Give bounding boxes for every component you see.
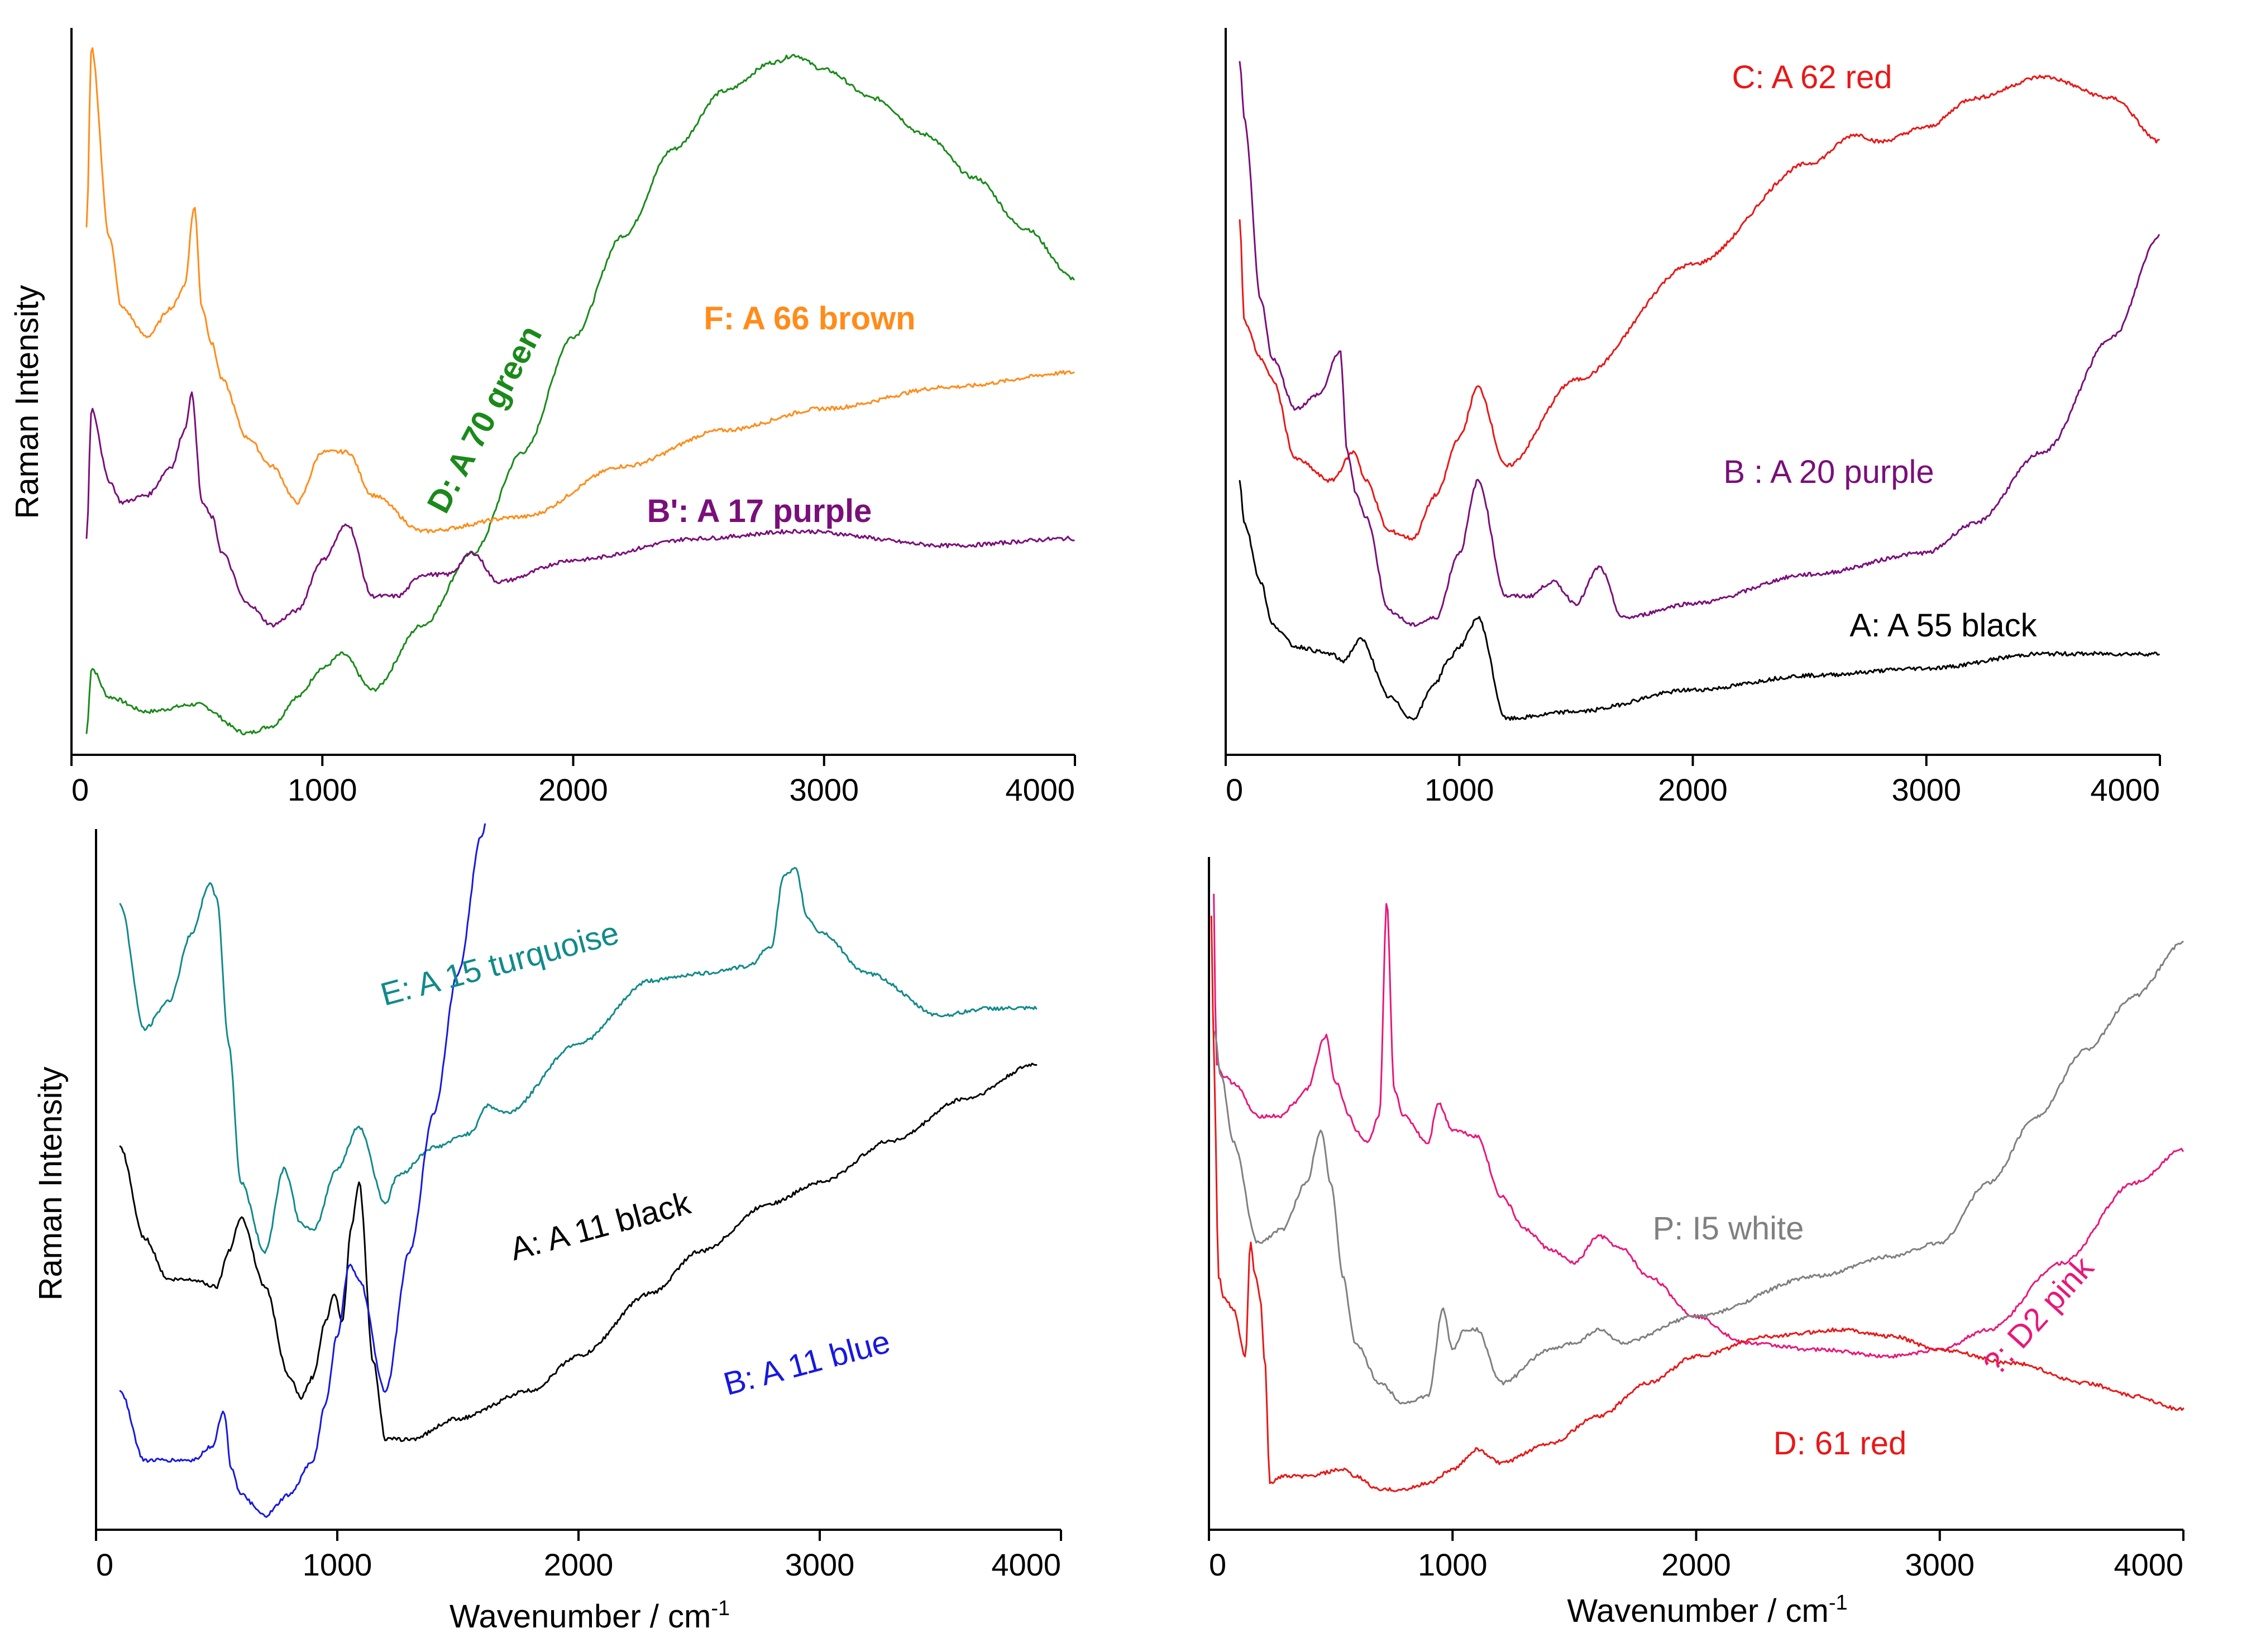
x-tick-label: 2000 bbox=[538, 772, 608, 807]
series-label: P: I5 white bbox=[1653, 1210, 1804, 1247]
series-line-e-a-15-turquoise bbox=[119, 866, 1038, 1254]
series-line-d2-pink bbox=[1213, 893, 2184, 1359]
series-line-c-a-62-red bbox=[1239, 74, 2160, 541]
series-label: B': A 17 purple bbox=[647, 493, 872, 529]
series-label: B: A 11 blue bbox=[720, 1323, 894, 1402]
series-line-a-a-55-black bbox=[1239, 480, 2160, 721]
x-tick-label: 4000 bbox=[991, 1547, 1061, 1582]
x-tick-label: 0 bbox=[1209, 1547, 1226, 1582]
x-tick-label: 1000 bbox=[1418, 1547, 1488, 1582]
x-axis-title: Wavenumber / cm-1 bbox=[1567, 1591, 1847, 1629]
series-label: A: A 55 black bbox=[1849, 607, 2037, 644]
series-label: D: 61 red bbox=[1773, 1425, 1907, 1462]
series-line-b-a-17-purple bbox=[85, 391, 1075, 628]
x-tick-label: 2000 bbox=[1658, 772, 1728, 807]
panel-top-left: 0 1000 2000 3000 4000 Raman Intensity D: A 70 … bbox=[9, 28, 1076, 807]
x-tick-label: 3000 bbox=[789, 772, 859, 807]
x-tick-label: 2000 bbox=[544, 1547, 614, 1582]
x-tick-label: 1000 bbox=[303, 1547, 372, 1582]
x-tick-label: 1000 bbox=[288, 772, 357, 807]
panel-bottom-left: 0 1000 2000 3000 4000 Raman Intensity Wavenumb… bbox=[32, 823, 1062, 1635]
series-label: B : A 20 purple bbox=[1723, 454, 1934, 490]
series-line-d-61-red bbox=[1210, 915, 2184, 1492]
x-tick-label: 0 bbox=[1226, 772, 1243, 807]
series-line-b-a-11-blue bbox=[119, 823, 486, 1518]
series-label: ?: D2 pink bbox=[1976, 1249, 2101, 1382]
x-tick-label: 4000 bbox=[2114, 1547, 2183, 1582]
x-tick-label: 1000 bbox=[1424, 772, 1494, 807]
x-tick-label: 0 bbox=[71, 772, 89, 807]
series-label: D: A 70 green bbox=[420, 319, 549, 519]
x-axis-title: Wavenumber / cm-1 bbox=[450, 1597, 730, 1635]
x-tick-label: 3000 bbox=[1891, 772, 1961, 807]
series-line-f-a-66-brown bbox=[85, 47, 1075, 534]
series-label: C: A 62 red bbox=[1732, 59, 1892, 95]
y-axis-title: Raman Intensity bbox=[9, 285, 45, 519]
series-line-d-a-70-green bbox=[85, 54, 1075, 736]
series-line-a-a-11-black bbox=[119, 1062, 1038, 1442]
series-label: E: A 15 turquoise bbox=[377, 914, 623, 1013]
series-label: F: A 66 brown bbox=[704, 300, 915, 337]
panel-bottom-right: 0 1000 2000 3000 4000 Wavenumber / cm-1 ?: D2 … bbox=[1208, 857, 2184, 1629]
y-axis-title: Raman Intensity bbox=[32, 1066, 69, 1300]
series-line-b-a-20-purple bbox=[1239, 61, 2160, 627]
panel-top-right: 0 1000 2000 3000 4000 C: A 62 red B : A 20 pur… bbox=[1225, 28, 2161, 807]
x-tick-label: 3000 bbox=[785, 1547, 855, 1582]
series-label: A: A 11 black bbox=[506, 1185, 695, 1268]
series-line-p-i5-white bbox=[1213, 941, 2184, 1405]
x-tick-label: 2000 bbox=[1661, 1547, 1731, 1582]
x-tick-label: 4000 bbox=[2090, 772, 2160, 807]
x-tick-label: 3000 bbox=[1905, 1547, 1975, 1582]
x-tick-label: 0 bbox=[96, 1547, 113, 1582]
x-tick-label: 4000 bbox=[1005, 772, 1075, 807]
